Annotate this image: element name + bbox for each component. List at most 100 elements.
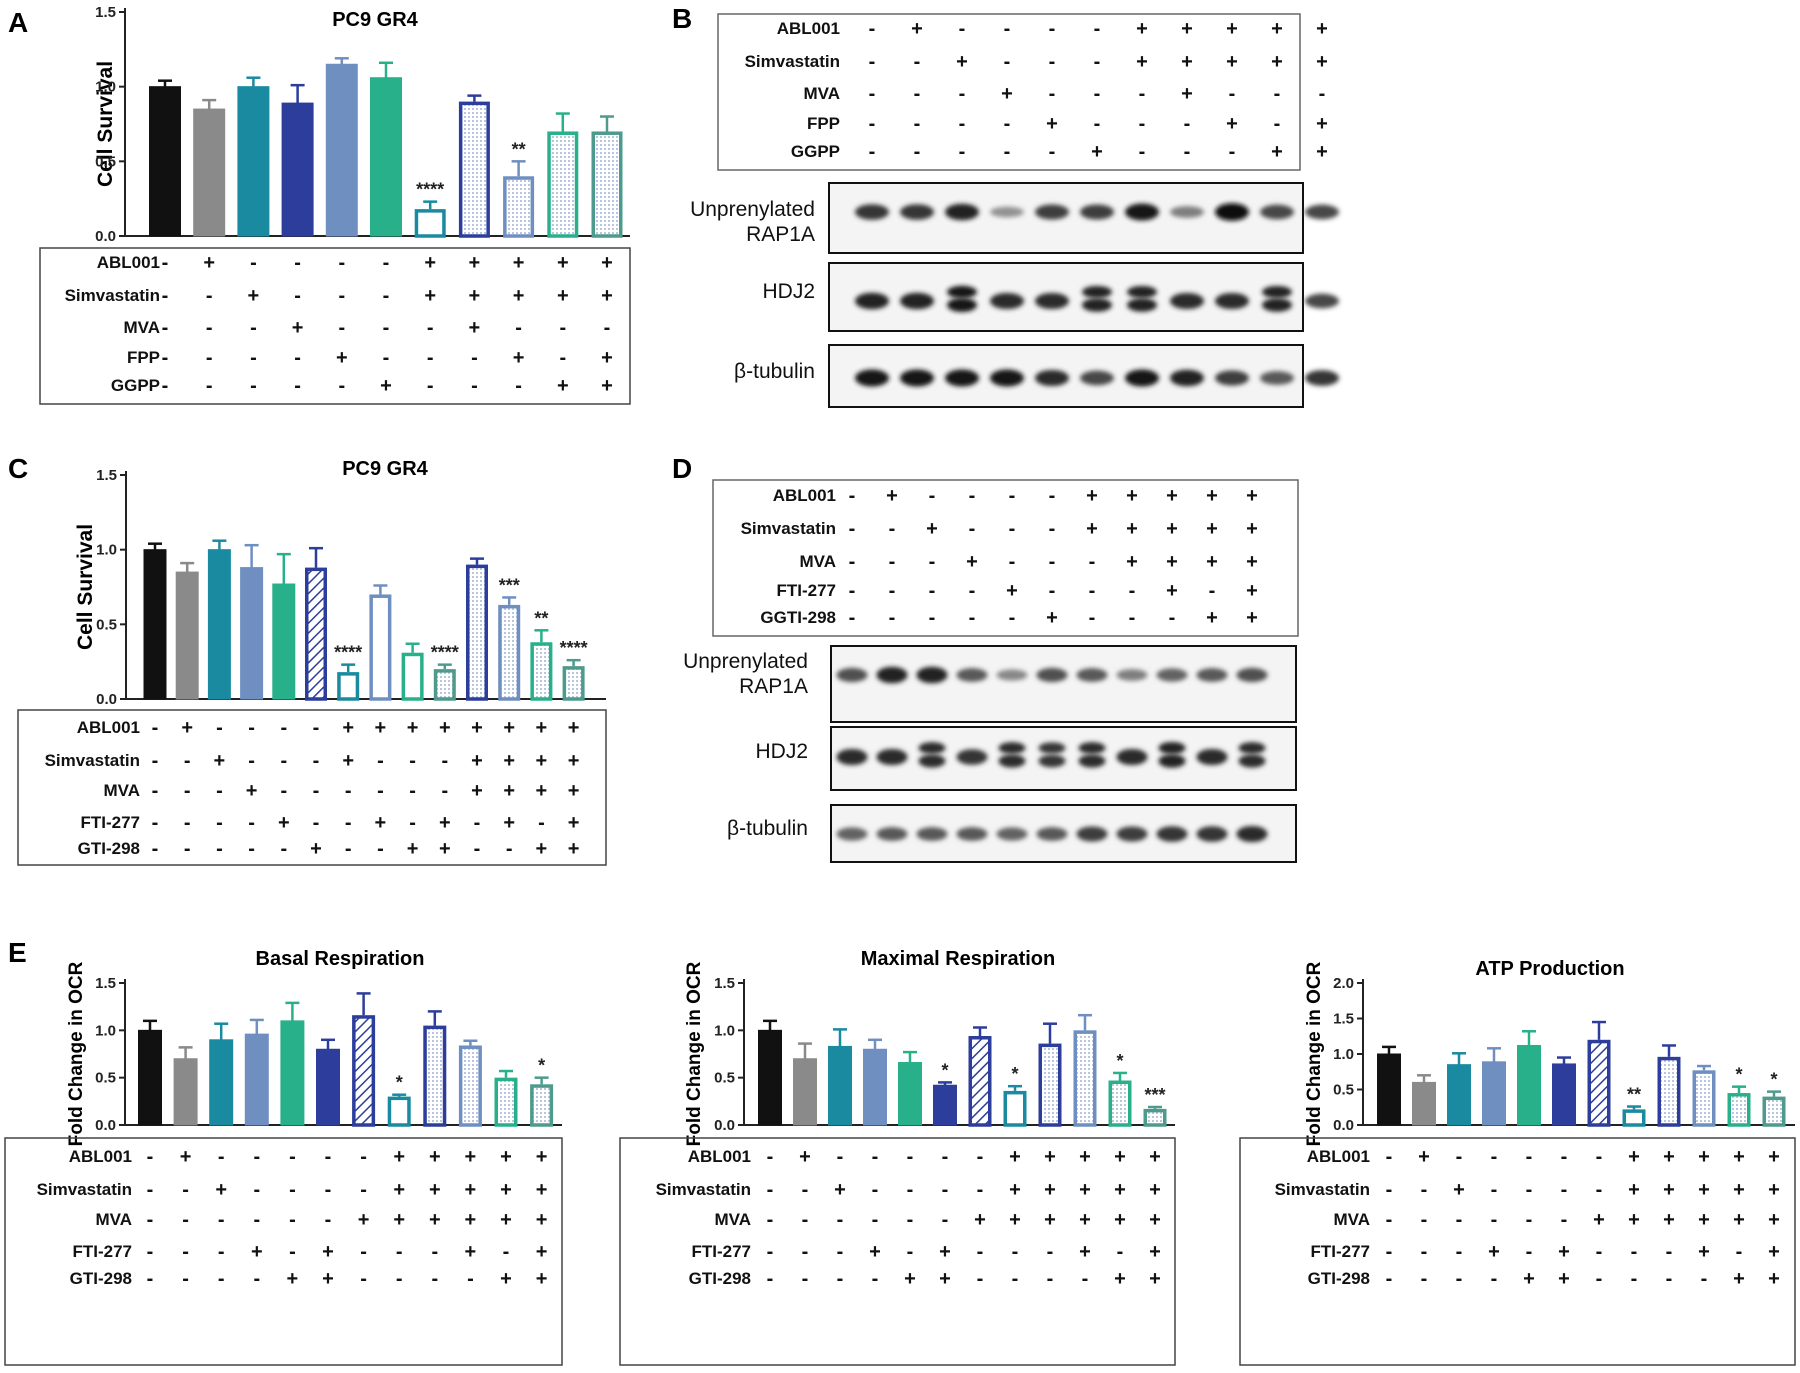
treatment-mark: +	[1044, 1146, 1056, 1168]
y-tick-label: 0.0	[714, 1117, 735, 1134]
treatment-mark: -	[360, 1268, 367, 1290]
blot-band	[876, 748, 908, 766]
treatment-mark: -	[929, 607, 936, 629]
treatment-mark: +	[1418, 1146, 1430, 1168]
treatment-mark: -	[248, 717, 255, 739]
treatment-mark: +	[1271, 51, 1283, 73]
treatment-label: GTI-298	[70, 1269, 132, 1288]
blot-band	[1082, 285, 1112, 299]
blot-band	[956, 668, 988, 682]
treatment-mark: +	[336, 347, 348, 369]
bar	[138, 1029, 162, 1126]
treatment-mark: +	[1166, 485, 1178, 507]
treatment-mark: -	[929, 485, 936, 507]
treatment-mark: +	[1206, 607, 1218, 629]
treatment-mark: -	[969, 580, 976, 602]
y-tick-label: 1.0	[95, 79, 116, 96]
bar	[281, 102, 314, 237]
treatment-mark: +	[1271, 141, 1283, 163]
blot-band	[876, 827, 908, 841]
treatment-mark: -	[767, 1268, 774, 1290]
treatment-mark: +	[926, 518, 938, 540]
treatment-mark: +	[1558, 1268, 1570, 1290]
blot-band	[1158, 741, 1186, 755]
treatment-mark: +	[439, 717, 451, 739]
treatment-mark: -	[313, 717, 320, 739]
blot-band	[1156, 826, 1188, 842]
treatment-mark: +	[500, 1268, 512, 1290]
treatment-mark: -	[969, 518, 976, 540]
bar	[933, 1084, 957, 1126]
treatment-mark: +	[1126, 551, 1138, 573]
treatment-mark: +	[1316, 18, 1328, 40]
treatment-table-box	[619, 1137, 1176, 1366]
treatment-mark: +	[911, 18, 923, 40]
treatment-mark: -	[1631, 1268, 1638, 1290]
treatment-label: GGPP	[791, 142, 840, 161]
bar	[1482, 1061, 1506, 1126]
y-tick-label: 0.5	[95, 153, 116, 170]
treatment-mark: -	[869, 141, 876, 163]
treatment-mark: -	[471, 347, 478, 369]
significance-label: *	[941, 1060, 948, 1080]
blot-band	[916, 666, 948, 684]
treatment-mark: +	[1246, 580, 1258, 602]
blot-band	[836, 748, 868, 766]
treatment-mark: -	[872, 1268, 879, 1290]
treatment-mark: -	[1229, 141, 1236, 163]
treatment-mark: -	[383, 347, 390, 369]
treatment-mark: -	[441, 750, 448, 772]
blot-band	[1260, 204, 1294, 220]
y-axis-label: Fold Change in OCR	[684, 961, 705, 1146]
treatment-mark: -	[872, 1209, 879, 1231]
treatment-mark: -	[1666, 1268, 1673, 1290]
treatment-mark: +	[956, 51, 968, 73]
bar	[503, 176, 535, 238]
blot-band	[1215, 370, 1249, 386]
treatment-mark: +	[342, 750, 354, 772]
treatment-label: GTI-298	[1308, 1269, 1370, 1288]
y-tick-label: 1.0	[96, 542, 117, 559]
treatment-mark: -	[1089, 551, 1096, 573]
treatment-mark: -	[849, 485, 856, 507]
treatment-mark: -	[218, 1268, 225, 1290]
treatment-mark: -	[1596, 1241, 1603, 1263]
treatment-mark: -	[1491, 1179, 1498, 1201]
bar	[173, 1058, 198, 1126]
treatment-mark: -	[162, 375, 169, 397]
treatment-mark: +	[500, 1209, 512, 1231]
treatment-mark: +	[429, 1179, 441, 1201]
treatment-mark: -	[152, 838, 159, 860]
treatment-mark: -	[889, 607, 896, 629]
treatment-mark: -	[1004, 51, 1011, 73]
treatment-mark: +	[1149, 1268, 1161, 1290]
blot-row-label: Unprenylated RAP1A	[683, 650, 808, 698]
blot-band	[1158, 754, 1186, 768]
blot-band	[1236, 825, 1268, 843]
treatment-mark: -	[914, 51, 921, 73]
y-tick-label: 0.0	[1333, 1117, 1354, 1134]
treatment-mark: -	[216, 812, 223, 834]
blot-band	[998, 742, 1026, 754]
treatment-mark: -	[837, 1209, 844, 1231]
treatment-label: MVA	[714, 1210, 751, 1229]
treatment-mark: -	[1666, 1241, 1673, 1263]
bar	[1622, 1109, 1646, 1127]
treatment-mark: +	[503, 750, 515, 772]
treatment-mark: -	[218, 1146, 225, 1168]
treatment-mark: -	[1386, 1241, 1393, 1263]
blot-band	[996, 669, 1028, 681]
treatment-mark: +	[1246, 485, 1258, 507]
treatment-mark: +	[1079, 1146, 1091, 1168]
treatment-mark: -	[409, 750, 416, 772]
treatment-mark: +	[407, 838, 419, 860]
treatment-label: Simvastatin	[741, 519, 836, 538]
treatment-mark: +	[1149, 1241, 1161, 1263]
blot-band	[1116, 826, 1148, 842]
blot-band	[1305, 370, 1339, 386]
treatment-mark: -	[206, 285, 213, 307]
treatment-mark: -	[1049, 551, 1056, 573]
bar	[325, 63, 358, 237]
treatment-label: MVA	[95, 1210, 132, 1229]
treatment-mark: -	[1129, 580, 1136, 602]
